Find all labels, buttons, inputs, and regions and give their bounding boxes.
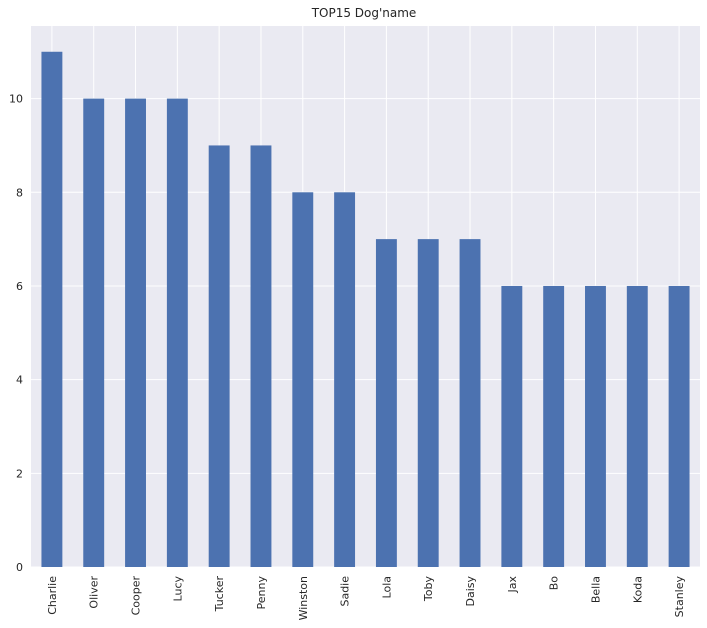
bar-bo — [543, 285, 565, 567]
x-tick-label: Daisy — [464, 576, 477, 607]
x-tick-label: Oliver — [88, 576, 101, 609]
bar-lola — [375, 239, 397, 567]
x-tick-label: Jax — [506, 576, 519, 594]
bar-koda — [626, 285, 648, 567]
bar-charlie — [41, 51, 63, 568]
x-tick-label: Lucy — [171, 576, 184, 602]
x-tick-label: Winston — [297, 576, 310, 620]
bar-stanley — [668, 285, 690, 567]
y-tick-label: 10 — [9, 93, 23, 106]
y-tick-label: 4 — [16, 374, 23, 387]
chart-title: TOP15 Dog'name — [311, 6, 417, 20]
x-tick-label: Koda — [631, 576, 644, 603]
bar-cooper — [125, 98, 146, 567]
x-tick-label: Sadie — [339, 576, 352, 607]
bar-tucker — [208, 145, 230, 567]
x-tick-label: Stanley — [673, 576, 686, 618]
x-tick-label: Bella — [589, 576, 602, 603]
bar-lucy — [166, 98, 188, 567]
bar-oliver — [83, 98, 105, 567]
bar-toby — [417, 239, 439, 567]
bar-penny — [250, 145, 272, 567]
x-tick-label: Toby — [422, 576, 435, 603]
y-tick-label: 2 — [16, 467, 23, 480]
x-tick-label: Tucker — [213, 576, 226, 613]
x-tick-label: Charlie — [46, 576, 59, 615]
y-tick-label: 8 — [16, 186, 23, 199]
x-tick-label: Penny — [255, 576, 268, 610]
y-tick-label: 0 — [16, 561, 23, 574]
bar-winston — [292, 192, 314, 568]
x-tick-label: Cooper — [130, 576, 143, 616]
x-tick-label: Bo — [548, 576, 561, 591]
bar-jax — [501, 285, 523, 567]
x-tick-label: Lola — [380, 576, 393, 598]
bar-sadie — [334, 192, 356, 568]
bar-bella — [585, 285, 606, 567]
bar-daisy — [459, 239, 481, 567]
y-tick-label: 6 — [16, 280, 23, 293]
